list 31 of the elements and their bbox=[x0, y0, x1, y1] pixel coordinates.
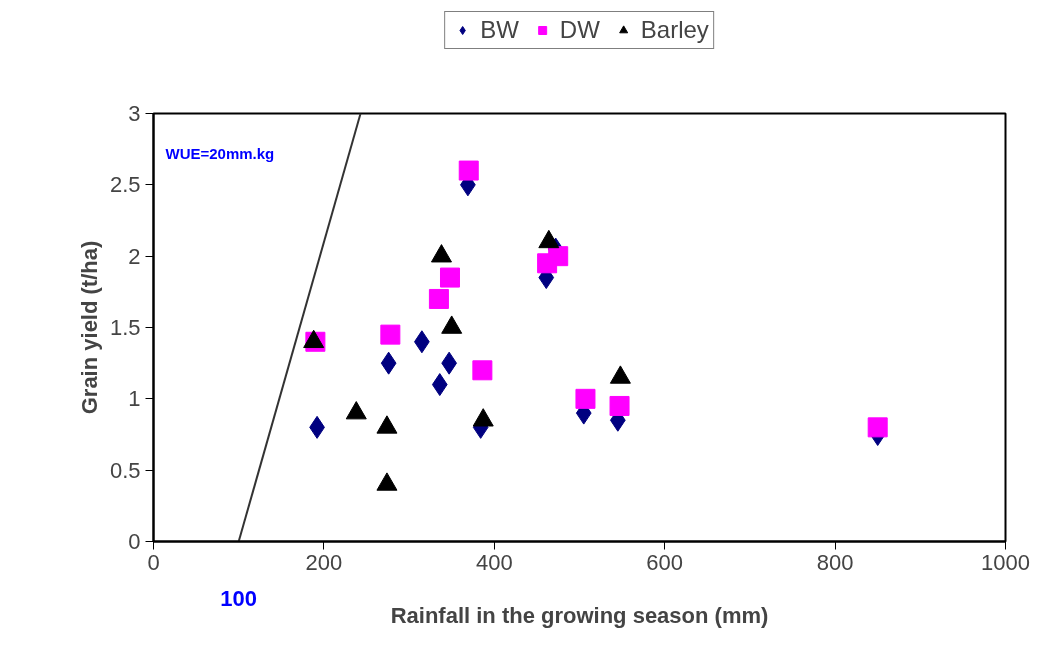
legend-label: DW bbox=[559, 16, 600, 44]
point bbox=[380, 351, 397, 375]
annotation: WUE=20mm.kg bbox=[165, 145, 275, 162]
y-axis-title: Grain yield (t/ha) bbox=[76, 240, 102, 415]
point bbox=[431, 373, 448, 397]
x-tick-label: 1000 bbox=[981, 549, 1030, 575]
point bbox=[428, 288, 449, 309]
x-tick-label: 200 bbox=[305, 549, 343, 575]
point bbox=[548, 246, 569, 267]
point bbox=[440, 267, 460, 288]
x-axis-title: Rainfall in the growing season (mm) bbox=[390, 602, 769, 628]
point bbox=[472, 360, 493, 381]
x-tick-label: 0 bbox=[147, 549, 160, 575]
point bbox=[867, 417, 888, 438]
y-tick-label: 2.5 bbox=[109, 172, 141, 198]
legend-label: Barley bbox=[640, 16, 709, 44]
y-tick-label: 2 bbox=[128, 243, 141, 269]
annotation: 100 bbox=[220, 585, 258, 611]
point bbox=[575, 388, 596, 409]
point bbox=[609, 395, 630, 416]
x-tick-label: 400 bbox=[475, 549, 513, 575]
y-tick-label: 3 bbox=[128, 101, 141, 126]
legend-label: BW bbox=[480, 16, 519, 44]
x-tick-label: 600 bbox=[646, 549, 684, 575]
y-tick-label: 1 bbox=[128, 386, 141, 412]
point bbox=[380, 324, 401, 345]
y-tick-label: 0.5 bbox=[109, 457, 141, 483]
y-tick-label: 0 bbox=[128, 529, 141, 554]
x-tick-label: 800 bbox=[816, 549, 854, 575]
point bbox=[458, 160, 479, 181]
y-tick-label: 1.5 bbox=[109, 315, 141, 340]
